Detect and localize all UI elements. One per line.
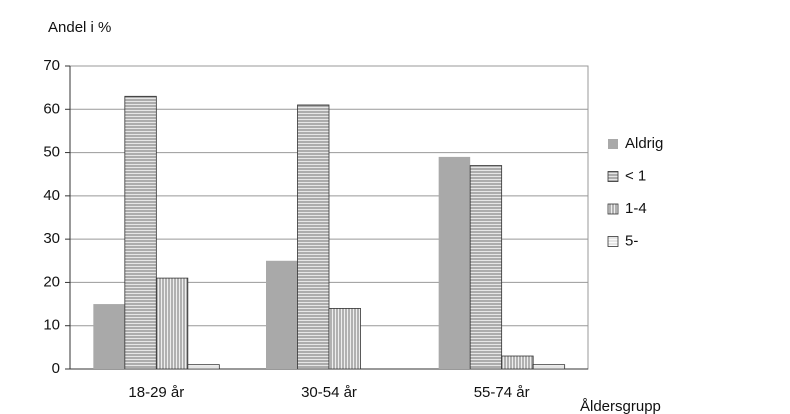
bar [501,355,534,370]
legend-swatch [607,171,619,182]
legend-swatch [608,139,618,149]
bar [124,95,157,370]
legend-swatch [607,203,619,215]
legend-label: < 1 [625,167,646,184]
bar [266,260,298,369]
y-tick-label: 0 [52,360,60,377]
y-tick-label: 30 [43,230,60,247]
bar [155,277,189,370]
y-axis-title: Andel i % [48,19,111,36]
x-tick-label: 55-74 år [474,384,530,401]
y-tick-label: 50 [43,144,60,161]
legend-swatch [607,236,619,247]
legend-label: 1-4 [625,200,647,217]
bar [469,165,503,370]
y-tick-label: 60 [43,100,60,117]
x-tick-label: 18-29 år [128,384,184,401]
bar [532,364,566,370]
bar [328,307,361,370]
bar [187,364,220,370]
y-tick-label: 70 [43,57,60,74]
y-tick-label: 20 [43,273,60,290]
legend-label: 5- [625,232,638,249]
bar [438,156,471,369]
bar [297,104,330,370]
x-tick-label: 30-54 år [301,384,357,401]
y-tick-label: 10 [43,317,60,334]
x-axis-title: Åldersgrupp [580,398,661,414]
y-tick-label: 40 [43,187,60,204]
legend-label: Aldrig [625,135,663,152]
bar [93,304,125,369]
